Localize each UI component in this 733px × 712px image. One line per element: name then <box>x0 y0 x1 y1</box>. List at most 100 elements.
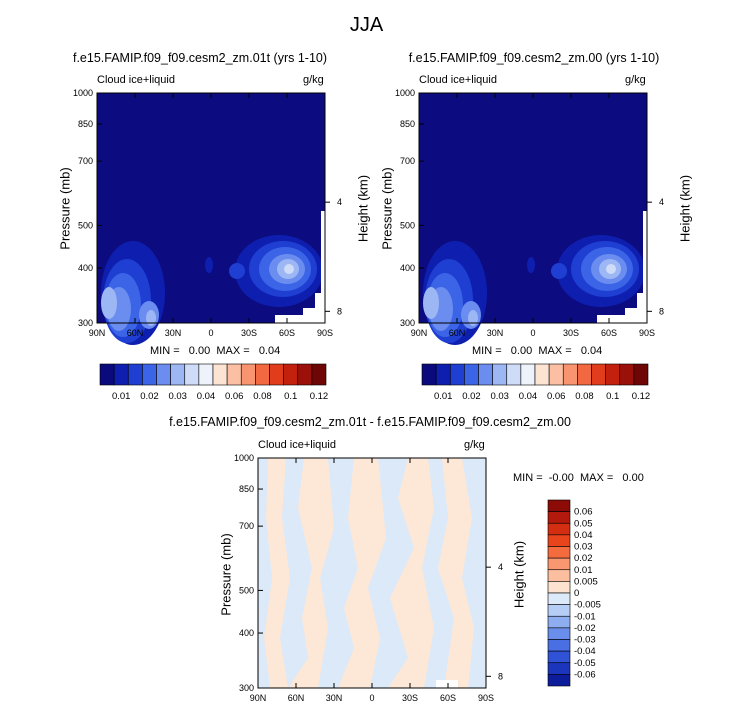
colorbar-cell <box>547 604 571 617</box>
variable-label-top-left: Cloud ice+liquid <box>97 74 175 86</box>
colorbar-cell <box>547 615 571 629</box>
contour-field-top-right <box>419 93 647 345</box>
colorbar-cell <box>255 363 270 386</box>
y-tick-label: 1000 <box>73 88 93 98</box>
colorbar-label: -0.03 <box>574 635 596 646</box>
colorbar-label: 0.03 <box>168 391 187 402</box>
colorbar-cell <box>547 499 571 512</box>
x-tick-label: 90N <box>411 328 428 338</box>
figure-title: JJA <box>349 14 384 36</box>
contour-field-top-left <box>97 93 325 345</box>
x-tick-label: 90N <box>250 693 267 703</box>
difference-contour-negative <box>318 458 358 688</box>
stats-bottom: MIN = -0.00 MAX = 0.00 <box>513 472 644 484</box>
colorbar-cell <box>311 363 327 386</box>
colorbar-label: 0.03 <box>574 542 593 553</box>
colorbar-cell <box>547 674 571 687</box>
colorbar-cell <box>591 363 606 386</box>
units-label-bottom: g/kg <box>464 439 485 451</box>
x-tick-label: 30N <box>487 328 504 338</box>
cloud-contour-nh <box>423 287 439 319</box>
colorbar-cell <box>127 363 143 386</box>
colorbar-cell <box>464 363 479 386</box>
cloud-contour-eq <box>551 263 567 279</box>
colorbar-label: 0.02 <box>462 391 481 402</box>
difference-contour-negative <box>368 458 414 688</box>
colorbar-label: -0.05 <box>574 658 596 669</box>
colorbar-cell <box>269 363 284 386</box>
contour-field-bottom <box>258 458 486 688</box>
panel-title-bottom: f.e15.FAMIP.f09_f09.cesm2_zm.01t - f.e15… <box>169 415 571 429</box>
colorbar-label: -0.04 <box>574 646 596 657</box>
stats-top-left: MIN = 0.00 MAX = 0.04 <box>150 345 281 357</box>
colorbar-cell <box>170 363 186 386</box>
colorbar-label: 0.02 <box>140 391 159 402</box>
colorbar-cell <box>283 363 299 386</box>
colorbar-top-left <box>99 363 327 386</box>
y-tick-label: 700 <box>239 521 254 531</box>
colorbar-cell <box>198 363 214 386</box>
colorbar-cell <box>226 363 242 386</box>
x-tick-label: 60S <box>279 328 295 338</box>
colorbar-cell <box>633 363 649 386</box>
colorbar-cell <box>547 569 571 582</box>
colorbar-label: 0.06 <box>225 391 244 402</box>
colorbar-label: 0.04 <box>519 391 538 402</box>
variable-label-bottom: Cloud ice+liquid <box>258 439 336 451</box>
colorbar-cell <box>184 363 200 386</box>
topography-mask <box>275 211 325 323</box>
stats-top-right: MIN = 0.00 MAX = 0.04 <box>472 345 603 357</box>
y2-tick-label: 8 <box>337 306 342 316</box>
cloud-contour-nh <box>146 310 156 326</box>
x-tick-label: 0 <box>369 693 374 703</box>
colorbar-label: 0.05 <box>574 518 593 529</box>
colorbar-label: 0.01 <box>434 391 453 402</box>
colorbar-cell <box>113 363 129 386</box>
y2-tick-label: 4 <box>659 197 664 207</box>
x-tick-label: 30N <box>326 693 343 703</box>
topography-mask <box>436 680 458 688</box>
colorbar-label: 0.04 <box>574 530 593 541</box>
colorbar-cell <box>547 639 571 652</box>
y2-tick-label: 8 <box>659 306 664 316</box>
colorbar-label: 0.01 <box>574 565 593 576</box>
x-tick-label: 30S <box>402 693 418 703</box>
colorbar-cell <box>435 363 451 386</box>
difference-contour-negative <box>462 458 486 688</box>
topography-mask <box>597 211 647 323</box>
x-tick-label: 90N <box>89 328 106 338</box>
cloud-contour-eq <box>205 257 213 273</box>
cloud-contour-sh <box>606 264 616 274</box>
colorbar-cell <box>577 363 592 386</box>
colorbar-cell <box>421 363 437 386</box>
variable-label-top-right: Cloud ice+liquid <box>419 74 497 86</box>
x-tick-label: 60N <box>127 328 144 338</box>
colorbar-cell <box>547 650 571 664</box>
colorbar-cell <box>449 363 465 386</box>
y-tick-label: 300 <box>78 318 93 328</box>
x-tick-label: 60N <box>449 328 466 338</box>
y2-tick-label: 4 <box>498 562 503 572</box>
y-tick-label: 850 <box>400 119 415 129</box>
cloud-contour-nh <box>101 287 117 319</box>
colorbar-cell <box>547 511 571 524</box>
y-tick-label: 400 <box>239 628 254 638</box>
difference-contour-negative <box>258 458 272 688</box>
colorbar-cell <box>142 363 157 386</box>
colorbar-cell <box>506 363 522 386</box>
x-tick-label: 60N <box>288 693 305 703</box>
panel-title-top-right: f.e15.FAMIP.f09_f09.cesm2_zm.00 (yrs 1-1… <box>408 51 660 65</box>
y-tick-label: 400 <box>400 263 415 273</box>
colorbar-cell <box>547 627 571 640</box>
x-tick-label: 90S <box>478 693 494 703</box>
colorbar-label: -0.01 <box>574 611 596 622</box>
y-tick-label: 500 <box>78 220 93 230</box>
x-tick-label: 0 <box>530 328 535 338</box>
cloud-contour-nh <box>468 310 478 326</box>
panel-title-top-left: f.e15.FAMIP.f09_f09.cesm2_zm.01t (yrs 1-… <box>72 51 328 65</box>
colorbar-cell <box>478 363 493 386</box>
units-label-top-left: g/kg <box>303 74 324 86</box>
cloud-contour-eq <box>229 263 245 279</box>
colorbar-cell <box>99 363 115 386</box>
y2-tick-label: 4 <box>337 197 342 207</box>
